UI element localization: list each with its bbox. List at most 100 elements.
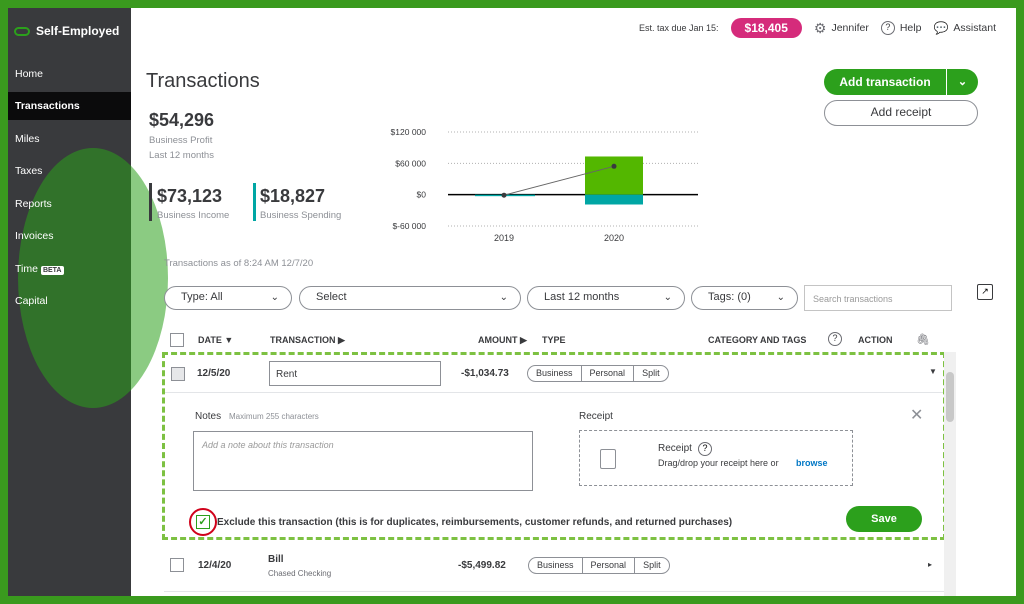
chevron-down-icon[interactable]: ⌄ bbox=[946, 69, 978, 95]
caret-down-icon[interactable]: ▼ bbox=[929, 367, 937, 376]
spending-value: $18,827 bbox=[260, 186, 326, 206]
scrollbar[interactable] bbox=[944, 352, 956, 596]
type-header: TYPE bbox=[542, 335, 566, 345]
action-header: ACTION bbox=[858, 335, 893, 345]
select-filter-value: Select bbox=[316, 291, 347, 303]
y-tick-label: $0 bbox=[417, 190, 427, 200]
type-toggle[interactable]: Business Personal Split bbox=[527, 365, 669, 382]
table-row[interactable]: 12/5/20 Rent -$1,034.73 Business Persona… bbox=[165, 355, 943, 393]
profit-label: Business Profit bbox=[149, 135, 213, 146]
spending-marker bbox=[253, 183, 256, 221]
gear-icon: ⚙ bbox=[813, 19, 827, 36]
tags-filter[interactable]: Tags: (0) ⌄ bbox=[691, 286, 798, 310]
transaction-header[interactable]: TRANSACTION ▶ bbox=[270, 335, 345, 345]
help-button[interactable]: ? Help bbox=[880, 21, 922, 35]
export-icon[interactable]: ↗ bbox=[977, 284, 993, 300]
receipt-dropzone[interactable]: Receipt ? Drag/drop your receipt here or… bbox=[579, 430, 853, 486]
sidebar-item-time[interactable]: Time BETA bbox=[8, 255, 131, 283]
app-window: Self-Employed Home Transactions Miles Ta… bbox=[8, 8, 1016, 596]
period-filter-value: Last 12 months bbox=[544, 291, 620, 303]
sidebar-item-invoices[interactable]: Invoices bbox=[8, 222, 131, 250]
row-date: 12/4/20 bbox=[198, 560, 232, 571]
brand[interactable]: Self-Employed bbox=[14, 24, 119, 38]
exclude-label: Exclude this transaction (this is for du… bbox=[217, 517, 733, 528]
details-panel: Notes Maximum 255 characters Add a note … bbox=[165, 393, 943, 537]
profit-period: Last 12 months bbox=[149, 150, 214, 161]
sidebar: Self-Employed Home Transactions Miles Ta… bbox=[8, 8, 168, 596]
beta-badge: BETA bbox=[40, 266, 64, 275]
profit-chart: $120 000 $60 000 $0 $-60 000 2019 2020 bbox=[391, 127, 698, 242]
y-tick-label: $120 000 bbox=[391, 127, 427, 137]
close-icon[interactable]: ✕ bbox=[910, 407, 924, 424]
save-button[interactable]: Save bbox=[846, 506, 922, 532]
type-business[interactable]: Business bbox=[529, 558, 583, 573]
add-transaction-button[interactable]: Add transaction ⌄ bbox=[824, 69, 978, 95]
sidebar-item-home[interactable]: Home bbox=[8, 60, 131, 88]
scrollbar-thumb[interactable] bbox=[946, 372, 954, 422]
transaction-name-input[interactable]: Rent bbox=[269, 361, 441, 386]
amount-header[interactable]: AMOUNT ▶ bbox=[478, 335, 527, 345]
chart-bar bbox=[585, 194, 643, 205]
select-all-checkbox[interactable] bbox=[170, 333, 184, 347]
add-receipt-button[interactable]: Add receipt bbox=[824, 100, 978, 126]
assistant-button[interactable]: 💬 Assistant bbox=[933, 21, 996, 35]
paperclip-icon: 🖇 bbox=[916, 334, 930, 346]
profit-point bbox=[611, 163, 617, 169]
help-icon[interactable]: ? bbox=[828, 332, 842, 346]
type-personal[interactable]: Personal bbox=[583, 558, 636, 573]
search-input[interactable]: Search transactions bbox=[804, 285, 952, 311]
sidebar-item-label: Invoices bbox=[15, 230, 54, 242]
page-title: Transactions bbox=[146, 70, 260, 92]
x-tick-label: 2020 bbox=[604, 233, 624, 242]
type-toggle[interactable]: Business Personal Split bbox=[528, 557, 670, 574]
row-checkbox[interactable] bbox=[171, 367, 185, 381]
row-transaction: Bill bbox=[268, 554, 284, 565]
y-tick-label: $60 000 bbox=[395, 158, 426, 168]
sidebar-item-label: Miles bbox=[15, 133, 40, 145]
help-icon: ? bbox=[880, 21, 895, 35]
user-name: Jennifer bbox=[831, 22, 869, 34]
est-tax-label: Est. tax due Jan 15: bbox=[638, 23, 719, 33]
type-filter[interactable]: Type: All ⌄ bbox=[164, 286, 292, 310]
category-header: CATEGORY AND TAGS bbox=[708, 335, 807, 345]
browse-link[interactable]: browse bbox=[796, 458, 828, 468]
select-filter[interactable]: Select ⌄ bbox=[299, 286, 521, 310]
sidebar-item-reports[interactable]: Reports bbox=[8, 190, 131, 218]
sidebar-item-transactions[interactable]: Transactions bbox=[8, 92, 131, 120]
profit-line bbox=[503, 165, 615, 196]
row-amount: -$1,034.73 bbox=[461, 368, 509, 379]
chat-icon: 💬 bbox=[933, 21, 949, 35]
exclude-checkbox[interactable]: ✓ bbox=[196, 515, 210, 529]
sidebar-item-taxes[interactable]: Taxes bbox=[8, 157, 131, 185]
period-filter[interactable]: Last 12 months ⌄ bbox=[527, 286, 685, 310]
row-checkbox[interactable] bbox=[170, 558, 184, 572]
sidebar-item-miles[interactable]: Miles bbox=[8, 125, 131, 153]
y-tick-label: $-60 000 bbox=[392, 221, 426, 231]
sidebar-item-label: Taxes bbox=[15, 165, 43, 177]
help-label: Help bbox=[899, 22, 922, 34]
receipt-label: Receipt bbox=[579, 411, 613, 422]
notes-textarea[interactable]: Add a note about this transaction bbox=[193, 431, 533, 491]
user-menu[interactable]: ⚙ Jennifer bbox=[814, 20, 869, 37]
qb-logo-icon bbox=[14, 26, 30, 36]
type-personal[interactable]: Personal bbox=[582, 366, 635, 381]
chevron-down-icon: ⌄ bbox=[663, 292, 672, 303]
top-bar: Est. tax due Jan 15: $18,405 ⚙ Jennifer … bbox=[131, 8, 1016, 48]
add-transaction-label: Add transaction bbox=[839, 75, 931, 89]
sidebar-item-label: Capital bbox=[15, 295, 48, 307]
profit-value: $54,296 bbox=[149, 110, 215, 130]
caret-right-icon[interactable]: ▸ bbox=[928, 560, 933, 569]
as-of-timestamp: Transactions as of 8:24 AM 12/7/20 bbox=[164, 258, 314, 269]
profit-point bbox=[501, 192, 507, 198]
table-row[interactable]: 12/4/20 Bill Chased Checking -$5,499.82 … bbox=[164, 548, 944, 592]
x-tick-label: 2019 bbox=[494, 233, 514, 242]
notes-label: Notes bbox=[195, 411, 222, 422]
receipt-title: Receipt bbox=[658, 443, 692, 454]
sidebar-item-capital[interactable]: Capital bbox=[8, 287, 131, 315]
type-business[interactable]: Business bbox=[528, 366, 582, 381]
type-split[interactable]: Split bbox=[642, 368, 660, 378]
type-split[interactable]: Split bbox=[643, 560, 661, 570]
help-icon[interactable]: ? bbox=[698, 442, 712, 456]
date-header[interactable]: DATE ▼ bbox=[198, 335, 234, 345]
est-tax-badge[interactable]: $18,405 bbox=[730, 18, 802, 38]
